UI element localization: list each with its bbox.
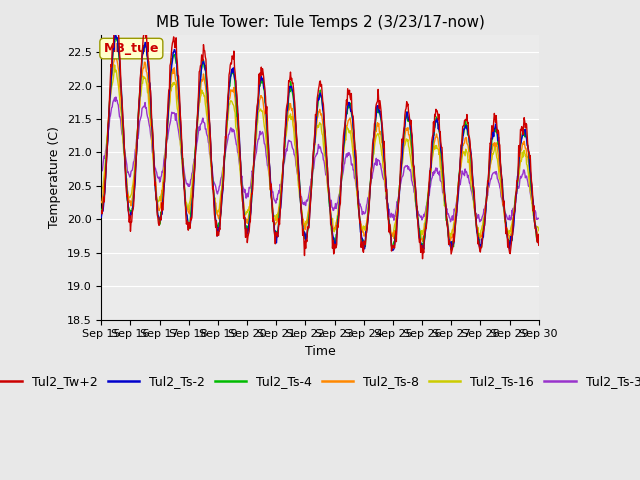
Tul2_Ts-2 — [218, 192, 226, 198]
Tul2_Ts-16 — [151, 178, 159, 184]
Tul2_Ts-2 — [389, 248, 397, 253]
Tul2_Ts-16 — [389, 234, 397, 240]
Tul2_Ts-4 — [218, 187, 226, 192]
Tul2_Ts-4 — [106, 107, 113, 113]
Tul2_Tw+2 — [386, 222, 394, 228]
Tul2_Ts-2 — [535, 238, 543, 244]
Tul2_Ts-8 — [106, 109, 113, 115]
Tul2_Ts-4 — [97, 207, 105, 213]
Tul2_Ts-16 — [535, 228, 543, 234]
Line: Tul2_Ts-16: Tul2_Ts-16 — [101, 65, 539, 237]
Tul2_Ts-2 — [373, 103, 381, 108]
Tul2_Ts-8 — [97, 199, 105, 205]
Tul2_Ts-8 — [476, 239, 483, 245]
Line: Tul2_Ts-8: Tul2_Ts-8 — [101, 54, 539, 242]
Tul2_Tw+2 — [419, 256, 426, 262]
Tul2_Ts-8 — [386, 222, 394, 228]
Legend: Tul2_Tw+2, Tul2_Ts-2, Tul2_Ts-4, Tul2_Ts-8, Tul2_Ts-16, Tul2_Ts-32: Tul2_Tw+2, Tul2_Ts-2, Tul2_Ts-4, Tul2_Ts… — [0, 370, 640, 393]
Tul2_Ts-2 — [111, 28, 119, 34]
Tul2_Ts-32 — [97, 166, 105, 171]
Tul2_Ts-2 — [106, 110, 113, 116]
Y-axis label: Temperature (C): Temperature (C) — [48, 127, 61, 228]
Tul2_Tw+2 — [218, 188, 226, 193]
Tul2_Ts-2 — [151, 174, 159, 180]
Tul2_Ts-2 — [195, 88, 203, 94]
Tul2_Ts-16 — [386, 221, 394, 227]
Tul2_Tw+2 — [112, 8, 120, 13]
Tul2_Ts-4 — [447, 247, 455, 252]
Tul2_Ts-32 — [386, 211, 394, 217]
Tul2_Ts-16 — [195, 100, 203, 106]
Tul2_Ts-8 — [112, 51, 120, 57]
Tul2_Ts-32 — [195, 124, 203, 130]
Title: MB Tule Tower: Tule Temps 2 (3/23/17-now): MB Tule Tower: Tule Temps 2 (3/23/17-now… — [156, 15, 484, 30]
Tul2_Ts-4 — [151, 178, 159, 184]
Line: Tul2_Ts-32: Tul2_Ts-32 — [101, 97, 539, 222]
Tul2_Tw+2 — [373, 100, 381, 106]
Tul2_Ts-8 — [218, 182, 226, 188]
Tul2_Ts-16 — [218, 175, 226, 180]
Tul2_Ts-32 — [373, 162, 381, 168]
Tul2_Ts-8 — [535, 234, 543, 240]
Tul2_Tw+2 — [195, 69, 203, 75]
X-axis label: Time: Time — [305, 345, 335, 358]
Tul2_Ts-32 — [106, 122, 113, 128]
Tul2_Tw+2 — [97, 208, 105, 214]
Line: Tul2_Ts-2: Tul2_Ts-2 — [101, 31, 539, 251]
Tul2_Ts-2 — [97, 215, 105, 220]
Tul2_Ts-16 — [97, 192, 105, 197]
Tul2_Ts-4 — [112, 33, 120, 39]
Tul2_Ts-32 — [476, 219, 484, 225]
Tul2_Ts-16 — [373, 132, 381, 138]
Tul2_Tw+2 — [106, 104, 113, 110]
Tul2_Ts-32 — [535, 216, 543, 221]
Tul2_Ts-2 — [386, 224, 394, 230]
Line: Tul2_Ts-4: Tul2_Ts-4 — [101, 36, 539, 250]
Tul2_Ts-32 — [151, 165, 159, 170]
Tul2_Ts-4 — [386, 223, 394, 229]
Tul2_Tw+2 — [151, 182, 159, 188]
Tul2_Ts-8 — [151, 173, 159, 179]
Tul2_Ts-32 — [112, 94, 120, 100]
Tul2_Ts-4 — [535, 237, 543, 242]
Tul2_Ts-8 — [373, 122, 381, 128]
Tul2_Ts-16 — [111, 62, 118, 68]
Tul2_Ts-32 — [218, 169, 226, 175]
Text: MB_tule: MB_tule — [104, 42, 159, 55]
Tul2_Ts-8 — [195, 100, 203, 106]
Tul2_Ts-16 — [106, 108, 113, 114]
Tul2_Ts-4 — [373, 108, 381, 114]
Line: Tul2_Tw+2: Tul2_Tw+2 — [101, 11, 539, 259]
Tul2_Tw+2 — [535, 242, 543, 248]
Tul2_Ts-4 — [195, 90, 203, 96]
